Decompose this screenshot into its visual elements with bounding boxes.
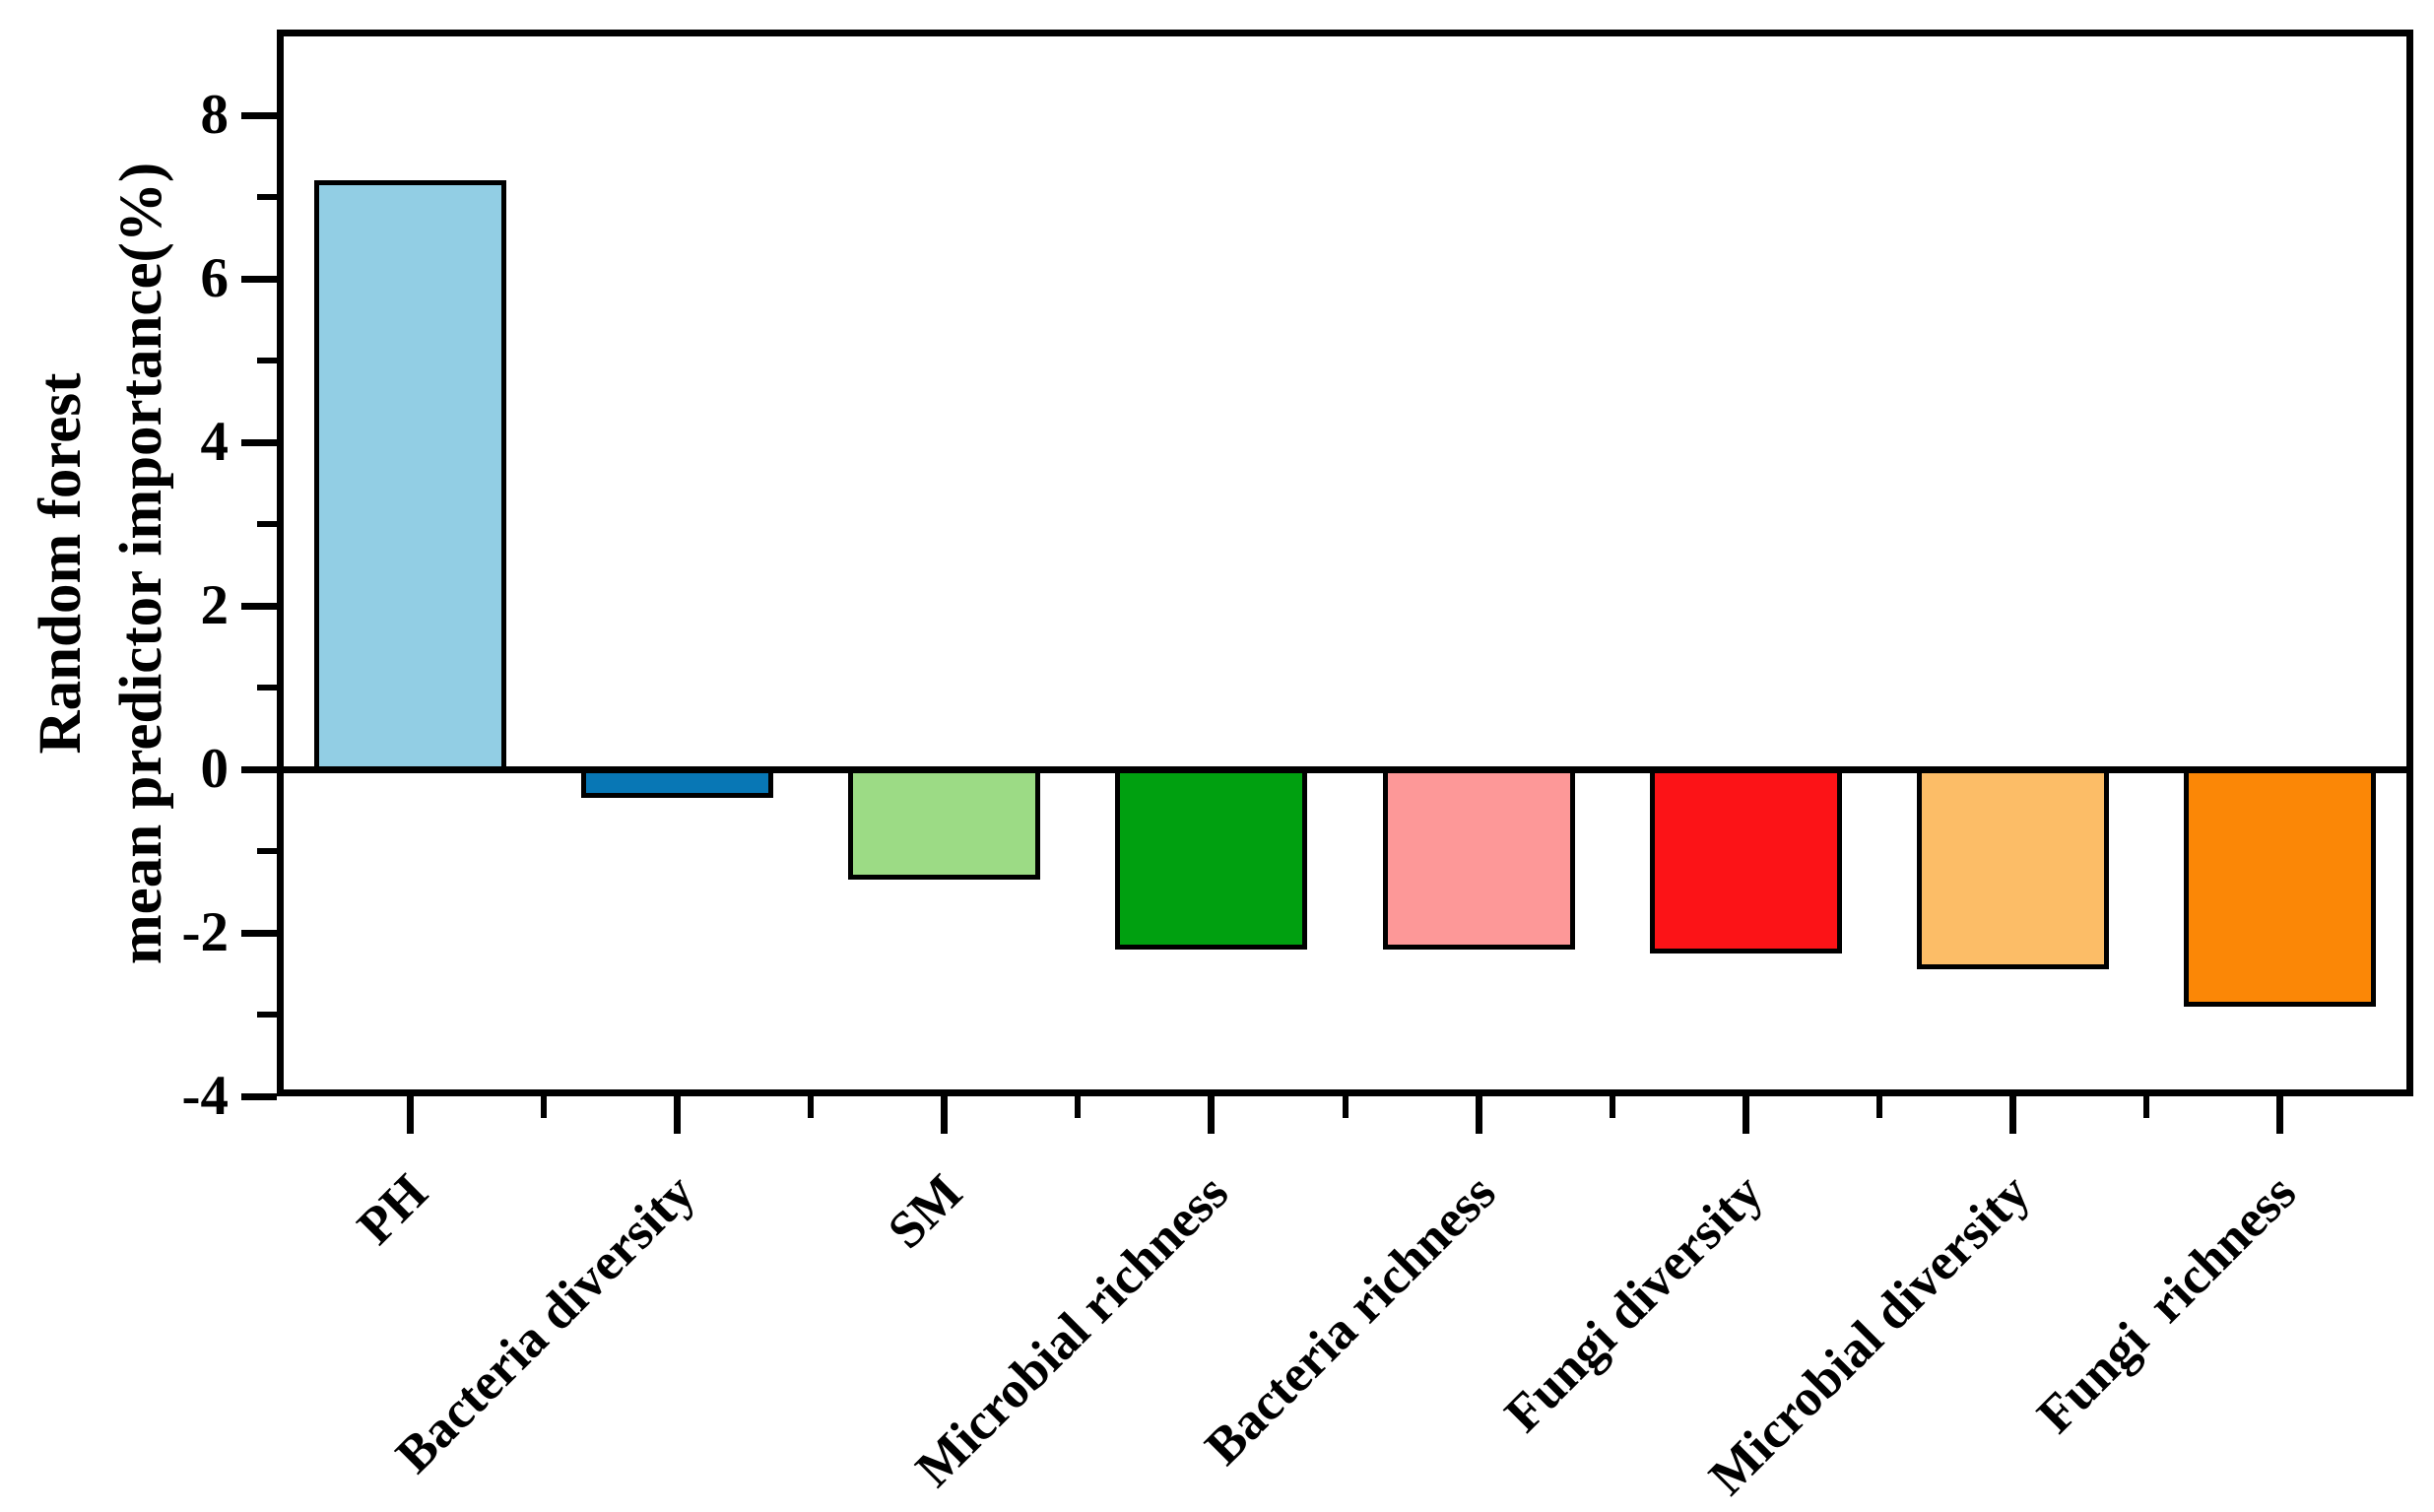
y-minor-tick <box>257 848 277 854</box>
x-tick-label-bacteria-richness: Bacteria richness <box>1194 1163 1507 1477</box>
x-minor-tick <box>1876 1096 1882 1118</box>
x-minor-tick <box>808 1096 814 1118</box>
y-minor-tick <box>257 194 277 200</box>
bar-microbial-richness <box>1115 766 1307 950</box>
x-minor-tick <box>1343 1096 1349 1118</box>
y-minor-tick <box>257 358 277 363</box>
y-minor-tick <box>257 1012 277 1018</box>
y-tick-label: 4 <box>200 411 230 473</box>
bar-ph <box>314 180 506 773</box>
y-major-tick <box>241 766 277 773</box>
x-major-tick <box>1743 1096 1749 1134</box>
y-major-tick <box>241 112 277 119</box>
y-minor-tick <box>257 685 277 690</box>
y-tick-label: 6 <box>200 247 230 309</box>
x-tick-label-fungi-diversity: Fungi diversity <box>1493 1163 1774 1444</box>
bar-fungi-richness <box>2184 766 2376 1007</box>
x-major-tick <box>2009 1096 2016 1134</box>
zero-baseline <box>277 766 2413 773</box>
x-minor-tick <box>541 1096 547 1118</box>
x-minor-tick <box>1610 1096 1615 1118</box>
y-major-tick <box>241 603 277 610</box>
x-major-tick <box>2276 1096 2283 1134</box>
y-major-tick <box>241 1093 277 1100</box>
x-tick-label-bacteria-diversity: Bacteria diversity <box>385 1163 706 1484</box>
x-tick-label-sm: SM <box>877 1163 973 1260</box>
y-tick-label: 0 <box>200 738 230 800</box>
x-minor-tick <box>1075 1096 1081 1118</box>
y-tick-label: 8 <box>200 84 230 146</box>
x-minor-tick <box>2143 1096 2149 1118</box>
y-tick-label: -2 <box>181 901 229 963</box>
y-major-tick <box>241 439 277 446</box>
y-major-tick <box>241 930 277 937</box>
x-major-tick <box>1476 1096 1482 1134</box>
x-major-tick <box>1208 1096 1215 1134</box>
x-tick-label-ph: PH <box>347 1163 439 1256</box>
y-major-tick <box>241 276 277 283</box>
y-minor-tick <box>257 521 277 527</box>
x-tick-label-fungi-richness: Fungi richness <box>2026 1163 2308 1445</box>
x-major-tick <box>941 1096 948 1134</box>
y-tick-label: -4 <box>181 1065 229 1127</box>
x-major-tick <box>407 1096 414 1134</box>
y-tick-label: 2 <box>200 574 230 636</box>
bar-bacteria-richness <box>1383 766 1575 950</box>
bar-fungi-diversity <box>1650 766 1842 953</box>
x-major-tick <box>674 1096 681 1134</box>
bar-microbial-diversity <box>1917 766 2109 969</box>
bar-sm <box>848 766 1040 880</box>
